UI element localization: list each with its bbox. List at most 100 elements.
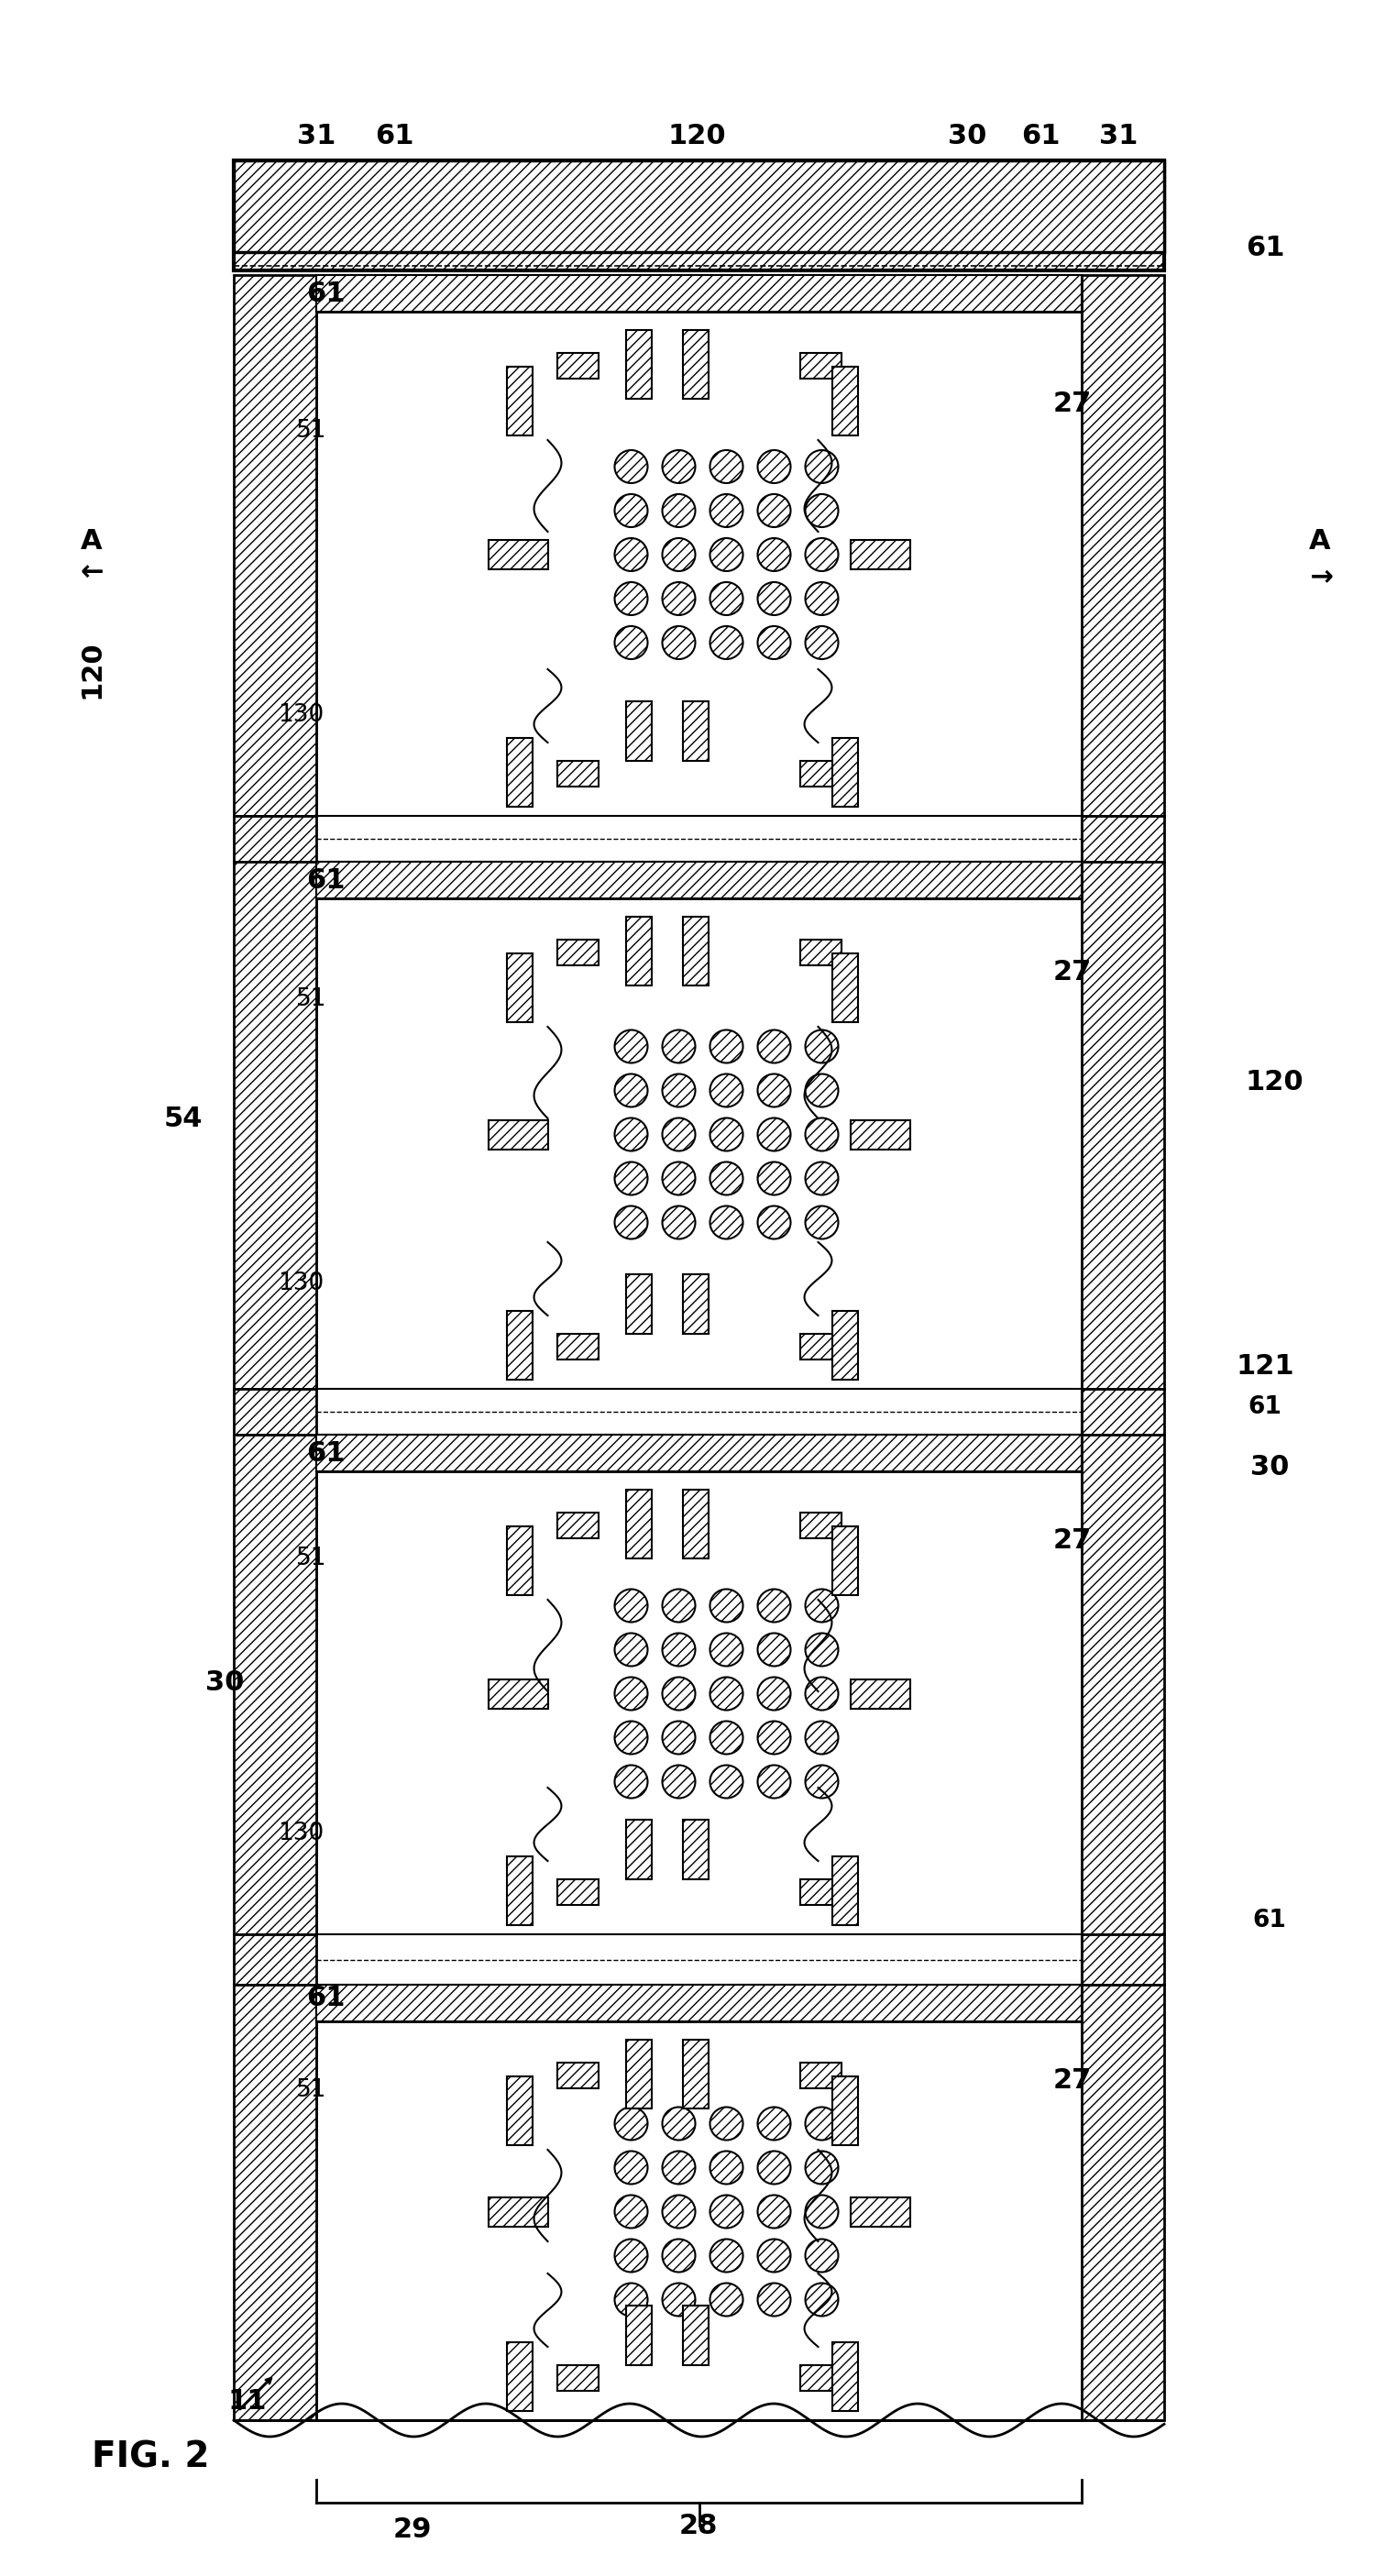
Text: 121: 121: [1236, 1352, 1294, 1378]
Circle shape: [662, 1118, 696, 1151]
Bar: [1081, 1935, 1164, 1984]
Circle shape: [662, 1074, 696, 1108]
Bar: [316, 1435, 1081, 1935]
Circle shape: [615, 1633, 648, 1667]
Bar: [507, 1857, 532, 1924]
Circle shape: [757, 626, 791, 659]
Bar: [800, 2365, 841, 2391]
Text: 120: 120: [78, 639, 105, 698]
Bar: [851, 1121, 909, 1149]
Bar: [1081, 1435, 1164, 1935]
Text: 120: 120: [668, 124, 726, 149]
Circle shape: [757, 2282, 791, 2316]
Text: 31: 31: [1099, 124, 1137, 149]
Bar: [851, 1680, 909, 1708]
Circle shape: [662, 2151, 696, 2184]
Bar: [233, 1435, 316, 1935]
Circle shape: [757, 2107, 791, 2141]
Bar: [831, 366, 858, 435]
Text: 27: 27: [1053, 389, 1092, 417]
Bar: [831, 737, 858, 806]
Circle shape: [710, 1677, 743, 1710]
Text: 61: 61: [306, 281, 345, 307]
Circle shape: [805, 1633, 838, 1667]
Circle shape: [757, 1074, 791, 1108]
Circle shape: [615, 2282, 648, 2316]
Circle shape: [615, 1206, 648, 1239]
Bar: [557, 940, 598, 966]
Circle shape: [662, 582, 696, 616]
Circle shape: [757, 1030, 791, 1064]
Bar: [800, 2063, 841, 2089]
Circle shape: [805, 495, 838, 528]
Bar: [316, 312, 1081, 817]
Bar: [233, 817, 316, 863]
Circle shape: [662, 495, 696, 528]
Text: 61: 61: [306, 1986, 345, 2012]
Bar: [800, 1880, 841, 1906]
Circle shape: [710, 626, 743, 659]
Bar: [316, 1388, 1081, 1435]
Circle shape: [662, 2107, 696, 2141]
Circle shape: [615, 1765, 648, 1798]
Circle shape: [757, 1162, 791, 1195]
Circle shape: [615, 2195, 648, 2228]
Circle shape: [662, 1162, 696, 1195]
Bar: [557, 353, 598, 379]
Bar: [488, 2197, 548, 2226]
Bar: [683, 917, 708, 987]
Text: 61: 61: [1248, 1396, 1282, 1419]
Bar: [507, 2076, 532, 2146]
Circle shape: [757, 582, 791, 616]
Bar: [316, 1935, 1081, 1984]
Bar: [233, 160, 1164, 270]
Bar: [626, 1275, 651, 1334]
Bar: [851, 2197, 909, 2226]
Text: A: A: [1309, 528, 1331, 554]
Text: 31: 31: [296, 124, 335, 149]
Text: 130: 130: [278, 703, 324, 726]
Text: 27: 27: [1053, 958, 1092, 984]
Bar: [233, 1935, 316, 1984]
Bar: [233, 863, 316, 1388]
Circle shape: [662, 1206, 696, 1239]
Circle shape: [757, 1589, 791, 1623]
Circle shape: [710, 1118, 743, 1151]
Bar: [507, 1528, 532, 1595]
Bar: [557, 2063, 598, 2089]
Bar: [507, 2342, 532, 2411]
Text: ←: ←: [1309, 559, 1331, 587]
Bar: [626, 1489, 651, 1558]
Circle shape: [615, 1118, 648, 1151]
Circle shape: [805, 2195, 838, 2228]
Circle shape: [615, 626, 648, 659]
Bar: [316, 817, 1081, 863]
Bar: [626, 2306, 651, 2365]
Circle shape: [615, 582, 648, 616]
Text: 130: 130: [278, 1821, 324, 1844]
Circle shape: [805, 1677, 838, 1710]
Circle shape: [615, 1677, 648, 1710]
Circle shape: [662, 2282, 696, 2316]
Circle shape: [805, 2239, 838, 2272]
Circle shape: [710, 1162, 743, 1195]
Bar: [1081, 817, 1164, 863]
Bar: [316, 899, 1081, 1388]
Circle shape: [615, 1721, 648, 1754]
Circle shape: [662, 1633, 696, 1667]
Bar: [683, 1819, 708, 1880]
Circle shape: [710, 2239, 743, 2272]
Circle shape: [757, 538, 791, 572]
Bar: [626, 330, 651, 399]
Bar: [316, 1471, 1081, 1935]
Circle shape: [662, 538, 696, 572]
Bar: [831, 1857, 858, 1924]
Bar: [683, 2040, 708, 2110]
Circle shape: [805, 626, 838, 659]
Text: FIG. 2: FIG. 2: [92, 2439, 210, 2473]
Bar: [488, 1680, 548, 1708]
Circle shape: [615, 1162, 648, 1195]
Bar: [507, 366, 532, 435]
Circle shape: [805, 451, 838, 484]
Bar: [831, 2342, 858, 2411]
